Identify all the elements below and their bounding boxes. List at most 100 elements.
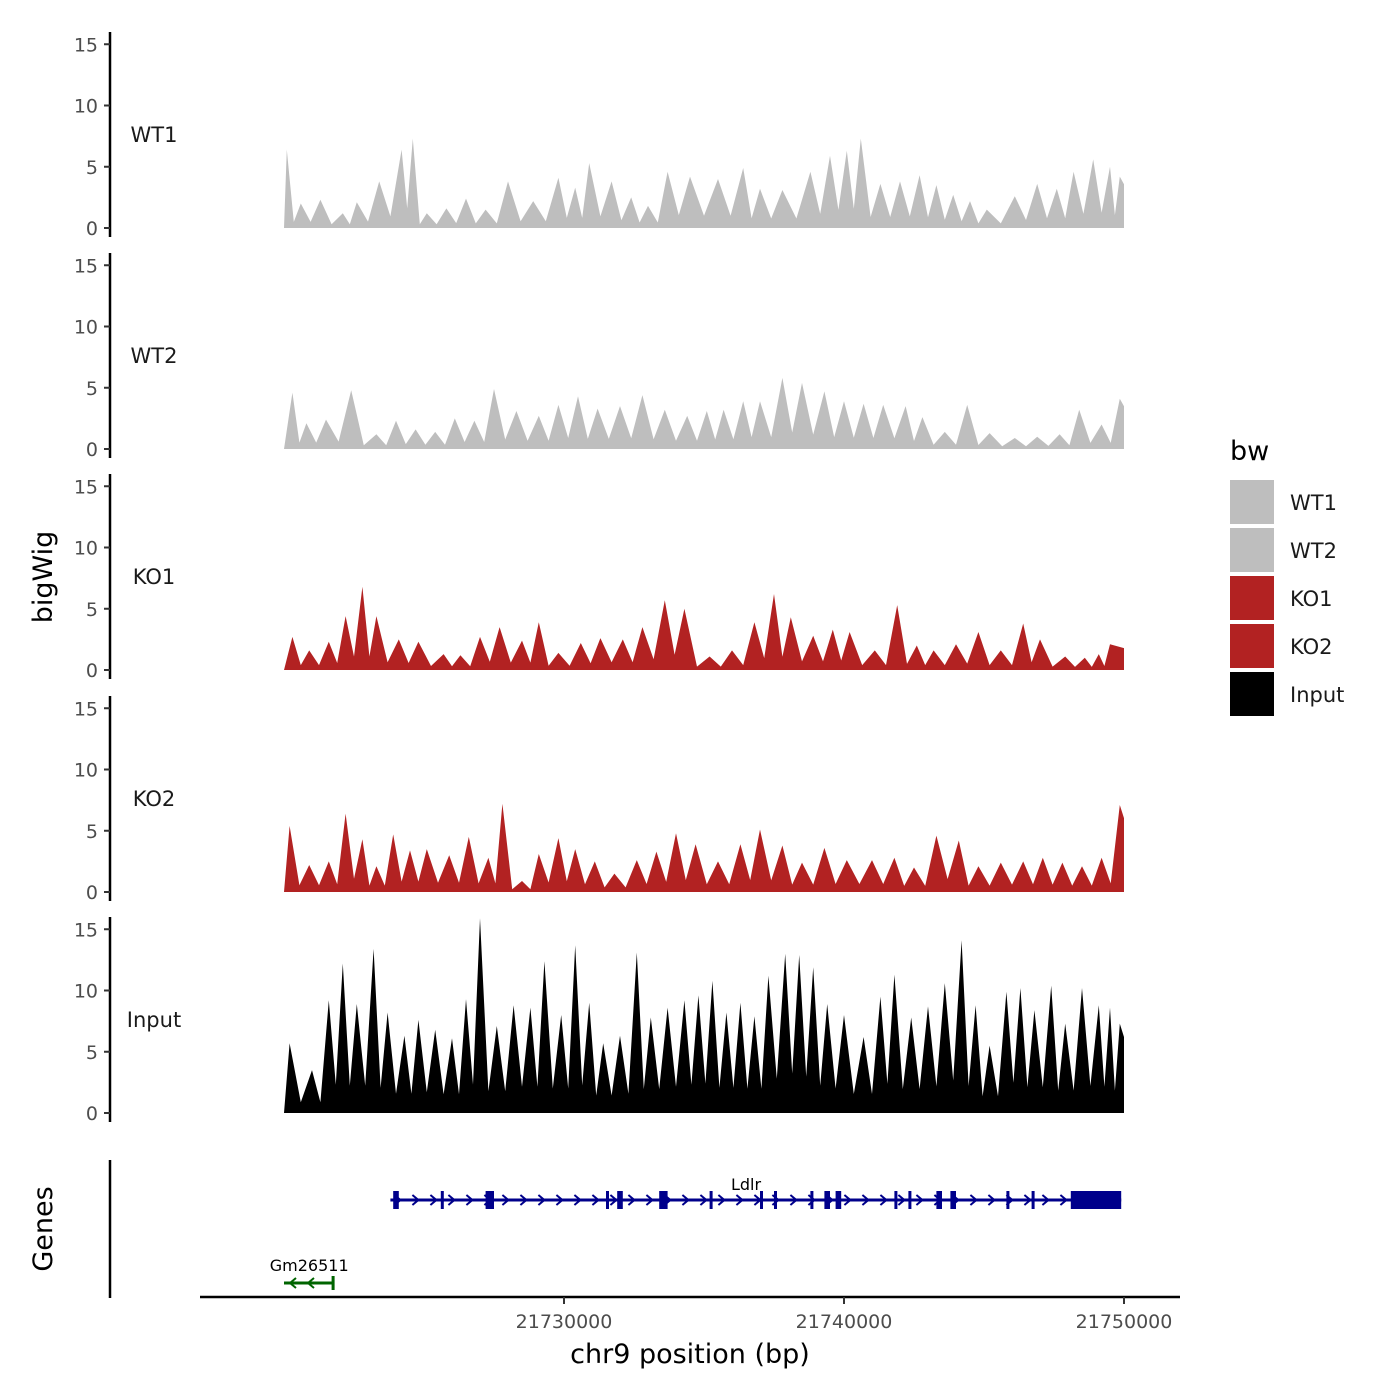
y-tick-label: 15: [74, 919, 98, 941]
legend-swatch: [1230, 480, 1274, 524]
track-label: KO1: [133, 565, 176, 589]
strand-arrow: [609, 1194, 618, 1206]
exon: [331, 1276, 335, 1290]
strand-arrow: [789, 1194, 798, 1206]
exon: [835, 1191, 842, 1209]
exon: [1006, 1191, 1010, 1209]
strand-arrow: [987, 1194, 996, 1206]
coverage-area-wt2: [284, 377, 1124, 449]
x-tick-label: 21730000: [516, 1311, 613, 1333]
y-tick-label: 5: [86, 157, 98, 179]
y-tick-label: 5: [86, 1042, 98, 1064]
exon: [440, 1191, 444, 1209]
strand-arrow: [288, 1277, 297, 1289]
y-tick-label: 0: [86, 439, 98, 461]
x-tick-label: 21740000: [796, 1311, 893, 1333]
y-tick-label: 0: [86, 1103, 98, 1125]
strand-arrow: [411, 1194, 420, 1206]
exon: [485, 1191, 494, 1209]
coverage-area-ko2: [284, 803, 1124, 892]
strand-arrow: [861, 1194, 870, 1206]
strand-arrow: [915, 1194, 924, 1206]
exon: [1031, 1191, 1035, 1209]
exon: [894, 1191, 898, 1209]
legend-swatch: [1230, 528, 1274, 572]
track-ko2: 0 5 10 15 KO2: [74, 696, 1124, 904]
exon: [617, 1191, 623, 1209]
strand-arrow: [573, 1194, 582, 1206]
exon: [936, 1191, 942, 1209]
strand-arrow: [699, 1194, 708, 1206]
legend-item-ko2: KO2: [1230, 624, 1333, 668]
y-tick-label: 10: [74, 317, 98, 339]
exon: [950, 1191, 956, 1209]
exon: [774, 1191, 777, 1209]
legend-item-wt2: WT2: [1230, 528, 1337, 572]
exon: [659, 1191, 668, 1209]
legend-item-ko1: KO1: [1230, 576, 1333, 620]
gene-gm26511: Gm26511: [270, 1256, 349, 1290]
strand-arrow: [969, 1194, 978, 1206]
y-tick-label: 10: [74, 96, 98, 118]
legend-swatch: [1230, 672, 1274, 716]
strand-arrow: [555, 1194, 564, 1206]
legend-swatch: [1230, 576, 1274, 620]
y-axis-title: bigWig: [28, 531, 59, 624]
track-label: Input: [127, 1008, 181, 1032]
legend-label: Input: [1290, 683, 1344, 707]
gene-label: Gm26511: [270, 1256, 349, 1275]
strand-arrow: [501, 1194, 510, 1206]
legend-label: KO2: [1290, 635, 1333, 659]
exon: [709, 1191, 713, 1209]
legend-label: WT1: [1290, 491, 1337, 515]
exon: [1070, 1191, 1122, 1209]
gene-ldlr: Ldlr: [390, 1175, 1122, 1209]
track-label: WT1: [131, 123, 178, 147]
coverage-area-wt1: [284, 138, 1124, 228]
gene-label: Ldlr: [731, 1175, 762, 1194]
track-wt1: 0 5 10 15 WT1: [74, 32, 1124, 240]
exon: [810, 1191, 814, 1209]
exon: [908, 1191, 912, 1209]
strand-arrow: [735, 1194, 744, 1206]
strand-arrow: [1041, 1194, 1050, 1206]
y-tick-label: 10: [74, 760, 98, 782]
genes-axis-title: Genes: [28, 1186, 59, 1271]
strand-arrow: [519, 1194, 528, 1206]
strand-arrow: [591, 1194, 600, 1206]
strand-arrow: [897, 1194, 906, 1206]
strand-arrow: [843, 1194, 852, 1206]
y-tick-label: 15: [74, 476, 98, 498]
strand-arrow: [681, 1194, 690, 1206]
strand-arrow: [447, 1194, 456, 1206]
strand-arrow: [1059, 1194, 1068, 1206]
strand-arrow: [465, 1194, 474, 1206]
strand-arrow: [645, 1194, 654, 1206]
exon: [606, 1191, 609, 1209]
track-input: 0 5 10 15 Input: [74, 917, 1124, 1125]
legend-item-input: Input: [1230, 672, 1344, 716]
y-tick-label: 15: [74, 34, 98, 56]
x-tick-label: 21750000: [1076, 1311, 1173, 1333]
y-tick-label: 0: [86, 660, 98, 682]
track-label: KO2: [133, 787, 176, 811]
legend: bw WT1 WT2 KO1 KO2 Input: [1230, 436, 1344, 716]
y-tick-label: 15: [74, 255, 98, 277]
legend-item-wt1: WT1: [1230, 480, 1337, 524]
track-ko1: 0 5 10 15 KO1: [74, 474, 1124, 682]
y-tick-label: 10: [74, 538, 98, 560]
y-tick-label: 10: [74, 981, 98, 1003]
legend-label: KO1: [1290, 587, 1333, 611]
strand-arrow: [717, 1194, 726, 1206]
track-label: WT2: [131, 344, 178, 368]
strand-arrow: [627, 1194, 636, 1206]
coverage-area-ko1: [284, 586, 1124, 670]
strand-arrow: [537, 1194, 546, 1206]
bigwig-tracks: 0 5 10 15 WT1 0 5 10 15 WT2 0 5 10 15 KO1 0 5 10 15 KO2 0 5 10…: [74, 32, 1124, 1125]
exon: [824, 1191, 830, 1209]
y-tick-label: 0: [86, 218, 98, 240]
track-wt2: 0 5 10 15 WT2: [74, 253, 1124, 461]
y-tick-label: 5: [86, 599, 98, 621]
y-tick-label: 0: [86, 882, 98, 904]
